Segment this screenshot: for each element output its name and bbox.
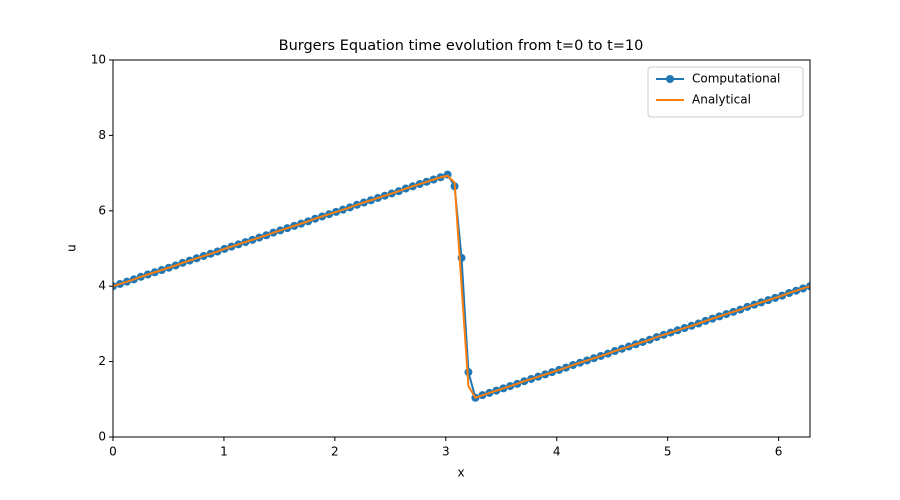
legend-marker — [666, 75, 674, 83]
x-tick-label: 4 — [553, 445, 561, 459]
y-tick-label: 8 — [98, 128, 106, 142]
x-tick-label: 1 — [220, 445, 228, 459]
x-tick-label: 5 — [664, 445, 672, 459]
series-line — [113, 174, 810, 400]
x-tick-label: 3 — [442, 445, 450, 459]
chart-title: Burgers Equation time evolution from t=0… — [279, 38, 644, 54]
legend-box — [647, 66, 804, 118]
y-tick-label: 2 — [98, 354, 106, 368]
plot-frame — [112, 59, 811, 438]
x-tick-label: 0 — [109, 445, 117, 459]
y-tick-label: 0 — [98, 430, 106, 444]
legend-label: Computational — [692, 72, 780, 86]
y-tick-label: 4 — [98, 279, 106, 293]
y-tick-label: 6 — [98, 203, 106, 217]
x-axis-label: x — [457, 466, 464, 480]
y-tick-label: 10 — [91, 53, 106, 67]
x-tick-label: 2 — [331, 445, 339, 459]
x-tick-label: 6 — [775, 445, 783, 459]
y-axis-label: u — [65, 244, 79, 252]
legend-label: Analytical — [692, 93, 751, 107]
